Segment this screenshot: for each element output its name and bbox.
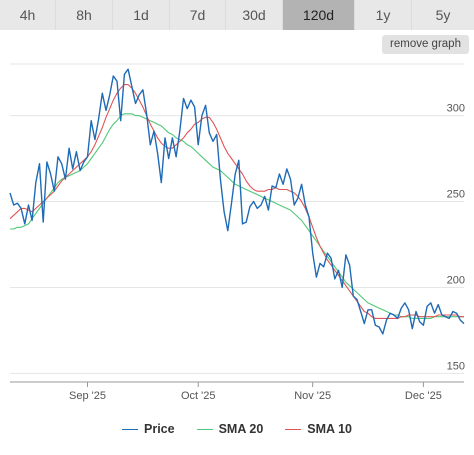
legend-item-sma-10[interactable]: SMA 10 [285, 420, 352, 438]
y-tick-label: 300 [447, 103, 465, 115]
x-tick-label: Oct '25 [181, 390, 216, 402]
legend-label: SMA 20 [218, 422, 264, 436]
x-tick-label: Sep '25 [69, 390, 106, 402]
tab-7d[interactable]: 7d [170, 0, 226, 30]
series-line-price [9, 68, 465, 335]
price-chart: 150 200 250 300 Sep '25 Oct '25 Nov '25 Dec '25 [9, 63, 465, 402]
legend-item-price[interactable]: Price [122, 420, 175, 438]
tab-30d[interactable]: 30d [226, 0, 283, 30]
legend-label: SMA 10 [307, 422, 352, 436]
remove-graph-button[interactable]: remove graph [382, 35, 469, 54]
y-tick-label: 150 [447, 360, 465, 372]
chart-legend: Price SMA 20 SMA 10 [0, 420, 474, 438]
legend-swatch [122, 428, 138, 430]
legend-item-sma-20[interactable]: SMA 20 [196, 420, 264, 438]
tab-4h[interactable]: 4h [0, 0, 56, 30]
series-line-sma-20 [10, 113, 464, 319]
legend-swatch [285, 428, 302, 430]
tab-8h[interactable]: 8h [56, 0, 113, 30]
y-tick-label: 200 [447, 274, 465, 286]
x-tick-label: Dec '25 [405, 390, 442, 402]
y-tick-label: 250 [447, 189, 465, 201]
x-tick-label: Nov '25 [294, 390, 331, 402]
tab-1d[interactable]: 1d [113, 0, 170, 30]
range-tabs: 4h 8h 1d 7d 30d 120d 1y 5y [0, 0, 474, 30]
legend-swatch [196, 428, 213, 430]
legend-label: Price [144, 422, 175, 436]
tab-5y[interactable]: 5y [435, 7, 451, 23]
tab-1y[interactable]: 1y [355, 0, 412, 30]
tab-120d[interactable]: 120d [283, 0, 355, 30]
